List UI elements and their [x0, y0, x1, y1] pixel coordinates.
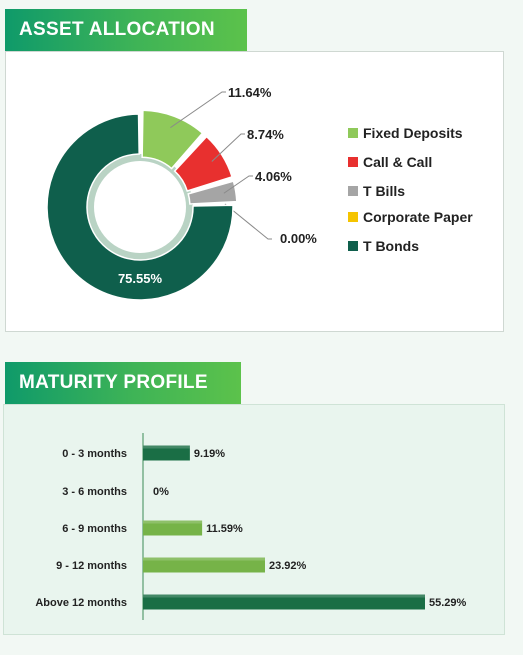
- legend-label-call-and-call: Call & Call: [363, 154, 433, 170]
- legend-label-corporate-paper: Corporate Paper: [363, 209, 473, 225]
- value-label-0-3-months: 9.19%: [194, 448, 225, 460]
- legend-swatch-call-and-call: [348, 157, 358, 167]
- bar-highlight-0-3-months: [143, 445, 190, 449]
- value-label-6-9-months: 11.59%: [206, 523, 243, 535]
- legend-swatch-t-bills: [348, 186, 358, 196]
- category-label-above-12-months: Above 12 months: [35, 597, 127, 609]
- leader-line-fixed-deposits: [170, 91, 226, 129]
- legend-label-t-bills: T Bills: [363, 183, 406, 199]
- donut-slice-t-bills: [187, 180, 238, 205]
- bar-highlight-above-12-months: [143, 594, 425, 598]
- donut-slice-t-bonds: [46, 113, 234, 301]
- bar-highlight-6-9-months: [143, 520, 203, 524]
- value-label-9-12-months: 23.92%: [269, 560, 307, 572]
- asset-allocation-header: ASSET ALLOCATION: [5, 9, 247, 51]
- donut-slice-call-and-call: [173, 135, 234, 192]
- slice-label-t-bonds: 75.55%: [118, 271, 163, 286]
- leader-line-corporate-paper: [224, 203, 272, 240]
- bar-above-12-months: [143, 594, 425, 610]
- legend-swatch-fixed-deposits: [348, 128, 358, 138]
- category-label-6-9-months: 6 - 9 months: [62, 523, 127, 535]
- leader-line-call-and-call: [211, 133, 245, 162]
- slice-label-corporate-paper: 0.00%: [280, 231, 317, 246]
- slice-label-fixed-deposits: 11.64%: [228, 85, 272, 100]
- leader-line-t-bills: [223, 175, 253, 194]
- bar-0-3-months: [143, 445, 190, 461]
- bar-highlight-9-12-months: [143, 557, 266, 561]
- legend-swatch-corporate-paper: [348, 212, 358, 222]
- bar-9-12-months: [143, 557, 266, 573]
- category-label-9-12-months: 9 - 12 months: [56, 560, 127, 572]
- legend-label-fixed-deposits: Fixed Deposits: [363, 125, 463, 141]
- slice-label-t-bills: 4.06%: [255, 169, 292, 184]
- category-label-3-6-months: 3 - 6 months: [62, 486, 127, 498]
- slice-label-call-and-call: 8.74%: [247, 127, 284, 142]
- donut-hole: [94, 161, 186, 253]
- value-label-3-6-months: 0%: [153, 486, 169, 498]
- category-label-0-3-months: 0 - 3 months: [62, 448, 127, 460]
- bar-6-9-months: [143, 520, 203, 536]
- donut-slice-fixed-deposits: [141, 109, 204, 170]
- legend-label-t-bonds: T Bonds: [363, 238, 419, 254]
- value-label-above-12-months: 55.29%: [429, 597, 467, 609]
- maturity-profile-header: MATURITY PROFILE: [5, 362, 241, 404]
- legend-swatch-t-bonds: [348, 241, 358, 251]
